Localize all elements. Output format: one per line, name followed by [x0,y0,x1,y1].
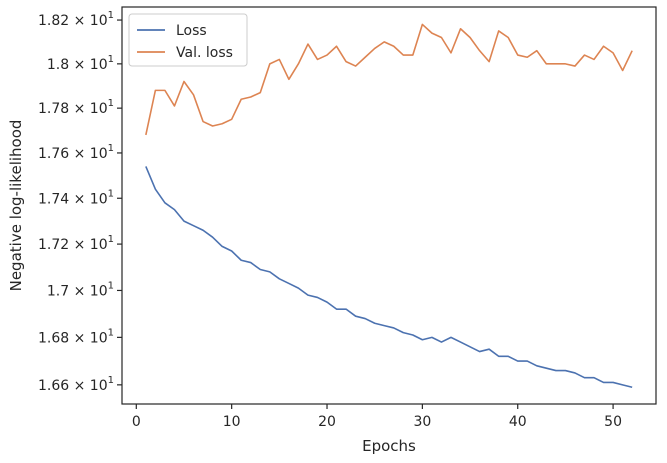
y-tick-label: 1.76 × 101 [38,143,114,162]
y-tick-exponent: 1 [108,98,114,109]
y-tick-base: 10 [90,13,108,29]
series-line-loss [145,166,633,389]
y-tick-base: 10 [90,57,108,73]
plot-frame [121,6,657,405]
x-tick-label: 0 [132,414,141,430]
y-tick-mantissa: 1.7 [47,283,69,299]
legend-box [128,13,248,67]
y-tick-exponent: 1 [108,234,114,245]
y-tick-label: 1.74 × 101 [38,188,114,207]
y-tick-label: 1.82 × 101 [38,10,114,29]
y-tick-mantissa: 1.76 [38,146,69,162]
y-tick-base: 10 [90,101,108,117]
x-tick-label: 50 [604,414,622,430]
y-tick-exponent: 1 [108,327,114,338]
y-tick-label: 1.8 × 101 [47,54,114,73]
y-tick-base: 10 [90,378,108,394]
y-tick-mantissa: 1.72 [38,237,69,253]
y-tick-mantissa: 1.78 [38,101,69,117]
y-axis-label: Negative log-likelihood [7,120,25,292]
y-tick-exponent: 1 [108,280,114,291]
legend-label: Loss [176,23,207,39]
y-tick-exponent: 1 [108,10,114,21]
y-tick-mantissa: 1.74 [38,191,69,207]
y-tick-label: 1.7 × 101 [47,280,114,299]
y-tick-label: 1.78 × 101 [38,98,114,117]
x-axis: 0 10 20 30 40 50 [132,404,622,430]
series-layer [145,23,633,389]
x-axis-label: Epochs [362,437,416,455]
x-tick-label: 40 [509,414,527,430]
x-tick-label: 10 [223,414,241,430]
y-tick-exponent: 1 [108,188,114,199]
y-tick-base: 10 [90,330,108,346]
y-tick-mantissa: 1.8 [47,57,69,73]
y-tick-base: 10 [90,146,108,162]
y-tick-mantissa: 1.82 [38,13,69,29]
y-tick-base: 10 [90,283,108,299]
x-tick-label: 30 [413,414,431,430]
y-tick-exponent: 1 [108,143,114,154]
y-tick-base: 10 [90,191,108,207]
y-tick-exponent: 1 [108,54,114,65]
y-tick-label: 1.66 × 101 [38,375,114,394]
y-tick-label: 1.68 × 101 [38,327,114,346]
y-tick-label: 1.72 × 101 [38,234,114,253]
series-line-val-loss [145,23,633,136]
y-tick-mantissa: 1.68 [38,330,69,346]
legend: Loss Val. loss [128,13,248,67]
y-tick-mantissa: 1.66 [38,378,69,394]
y-tick-base: 10 [90,237,108,253]
legend-label: Val. loss [176,45,233,61]
x-tick-label: 20 [318,414,336,430]
y-tick-exponent: 1 [108,375,114,386]
